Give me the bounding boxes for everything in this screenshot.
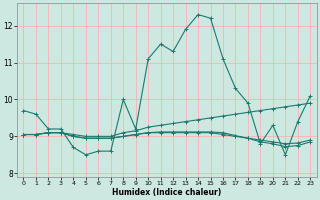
X-axis label: Humidex (Indice chaleur): Humidex (Indice chaleur): [112, 188, 221, 197]
